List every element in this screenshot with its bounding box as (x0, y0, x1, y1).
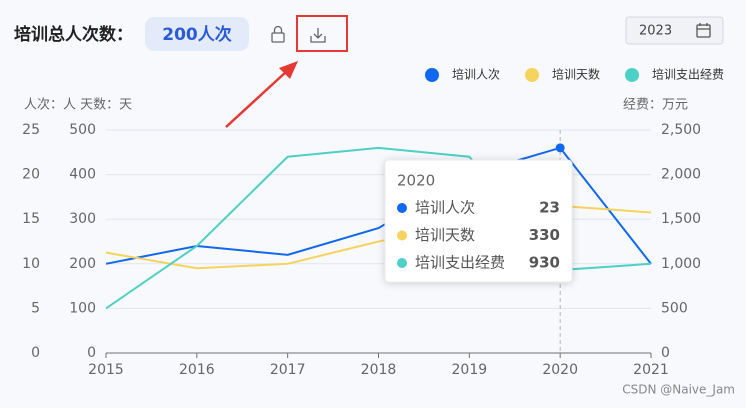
legend-marker (525, 68, 540, 82)
tooltip-title: 2020 (397, 172, 435, 190)
y2-tick-label: 0 (661, 345, 670, 361)
y2-tick-label: 1,500 (661, 211, 701, 227)
legend-marker (625, 68, 640, 82)
y-tick-label: 200 (69, 256, 96, 272)
legend-marker (425, 68, 439, 82)
y3-tick-label: 15 (22, 211, 40, 227)
highlight-box (296, 15, 348, 52)
y-tick-label: 100 (69, 300, 96, 316)
x-tick-label: 2015 (88, 362, 124, 378)
x-tick-label: 2019 (452, 362, 488, 378)
x-tick-label: 2018 (361, 362, 397, 378)
tooltip-name: 培训支出经费 (415, 254, 505, 272)
y-tick-label: 500 (69, 122, 96, 138)
tooltip-box (384, 159, 573, 283)
lock-icon[interactable] (271, 25, 285, 43)
download-icon[interactable] (310, 28, 326, 43)
y2-tick-label: 1,000 (661, 256, 701, 272)
legend-label: 培训支出经费 (652, 67, 724, 82)
x-tick-label: 2016 (179, 362, 215, 378)
y-tick-label: 400 (69, 167, 96, 183)
header-title: 培训总人次数： (14, 24, 133, 45)
y3-tick-label: 10 (22, 256, 40, 272)
y2-tick-label: 2,500 (661, 122, 701, 138)
tooltip-marker (397, 203, 407, 213)
tooltip-name: 培训天数 (415, 226, 475, 244)
annotation-arrow (225, 61, 298, 128)
tooltip-marker (397, 230, 407, 241)
year-value: 2023 (639, 24, 672, 39)
tooltip-value: 930 (529, 254, 560, 272)
total-pill (145, 17, 249, 51)
x-tick-label: 2017 (270, 362, 306, 378)
tooltip-value: 23 (539, 199, 560, 217)
total-value: 200人次 (162, 24, 232, 45)
y3-tick-label: 20 (22, 167, 40, 183)
tooltip-marker (397, 258, 407, 268)
y3-tick-label: 5 (31, 300, 40, 316)
calendar-icon (696, 23, 711, 38)
axis-name-left: 人次：人 天数：天 (24, 97, 132, 113)
x-tick-label: 2020 (542, 362, 578, 378)
y3-tick-label: 25 (22, 122, 40, 138)
tooltip-name: 培训人次 (415, 199, 475, 217)
legend-label: 培训天数 (552, 67, 600, 82)
x-tick-label: 2021 (633, 362, 669, 378)
hover-point (555, 143, 565, 153)
y3-tick-label: 0 (31, 345, 40, 361)
tooltip: 2020 培训人次 23 培训天数 330 培训支出经费 930 (384, 159, 573, 283)
y2-tick-label: 500 (661, 300, 688, 316)
y-tick-label: 0 (87, 345, 96, 361)
y-tick-label: 300 (69, 211, 96, 227)
y2-tick-label: 2,000 (661, 167, 701, 183)
tooltip-value: 330 (529, 226, 560, 244)
axis-name-right: 经费：万元 (623, 98, 688, 113)
watermark: CSDN @Naive_Jam (622, 383, 735, 397)
legend-label: 培训人次 (452, 67, 500, 82)
